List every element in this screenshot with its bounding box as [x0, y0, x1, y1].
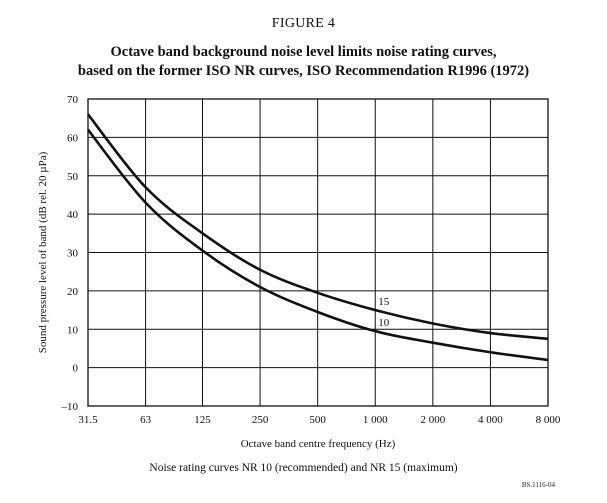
x-tick-label: 63	[140, 414, 152, 426]
x-axis-label: Octave band centre frequency (Hz)	[241, 438, 396, 450]
y-tick-label: 40	[67, 209, 79, 221]
y-tick-label: 60	[67, 132, 79, 144]
chart-title-line-2: based on the former ISO NR curves, ISO R…	[77, 63, 530, 79]
chart-title-line-1: Octave band background noise level limit…	[110, 44, 497, 60]
x-tick-label: 4 000	[478, 414, 503, 426]
figure-label: FIGURE 4	[271, 16, 336, 31]
chart-ticks: 31.5 63 125 250 500 1 000 2 000 4 000 8 000–1001…	[61, 94, 561, 426]
y-tick-label: –10	[61, 401, 79, 413]
y-tick-label: 10	[67, 324, 79, 336]
y-tick-label: 70	[67, 94, 79, 106]
x-tick-label: 31.5	[78, 414, 98, 426]
x-tick-label: 8 000	[536, 414, 561, 426]
y-tick-label: 30	[67, 248, 79, 260]
x-tick-label: 500	[309, 414, 326, 426]
nr-10-label: 10	[378, 317, 390, 329]
nr-15-label: 15	[378, 296, 390, 308]
chart-grid	[87, 98, 549, 407]
x-tick-label: 1 000	[363, 414, 388, 426]
y-tick-label: 20	[67, 286, 79, 298]
nr-15-curve	[86, 113, 549, 341]
x-tick-label: 125	[194, 414, 211, 426]
x-tick-label: 250	[252, 414, 269, 426]
x-tick-label: 2 000	[420, 414, 445, 426]
figure-reference: BS.1116-04	[521, 481, 555, 489]
y-axis-label: Sound pressure level of band (dB rel. 20…	[37, 151, 49, 353]
plot-frame	[87, 98, 549, 407]
y-tick-label: 50	[67, 171, 79, 183]
figure-caption: Noise rating curves NR 10 (recommended) …	[149, 462, 458, 474]
nr-10-curve	[86, 128, 549, 362]
y-tick-label: 0	[73, 363, 79, 375]
